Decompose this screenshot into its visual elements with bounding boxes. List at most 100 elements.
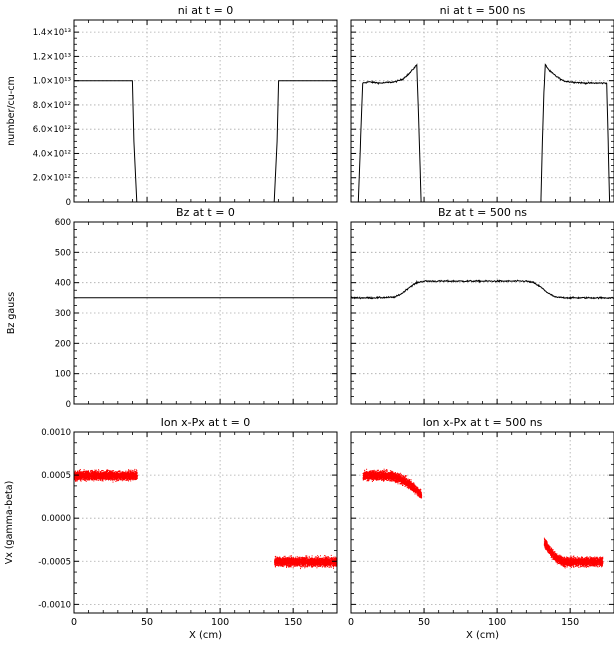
data-point: [306, 558, 308, 560]
data-point: [77, 475, 79, 477]
y-tick-label: 600: [55, 218, 71, 228]
data-point: [92, 474, 94, 476]
data-point: [324, 562, 326, 564]
data-point: [106, 469, 107, 471]
data-point: [76, 475, 78, 477]
data-point: [109, 473, 110, 475]
data-point: [78, 478, 80, 480]
data-point: [95, 470, 97, 472]
data-point: [115, 478, 117, 480]
data-point: [100, 474, 102, 476]
data-point: [92, 479, 94, 481]
data-point: [102, 475, 104, 476]
data-point: [114, 477, 116, 478]
data-point: [94, 475, 96, 476]
data-point: [130, 475, 132, 477]
data-point: [126, 474, 128, 476]
data-point: [112, 479, 113, 481]
data-point: [135, 472, 137, 474]
data-point: [85, 471, 87, 473]
data-point: [320, 557, 322, 559]
y-tick-label: 1.2×10¹³: [33, 52, 71, 62]
data-point: [80, 469, 81, 471]
data-point: [83, 469, 85, 471]
y-tick-label: 400: [55, 279, 71, 289]
data-point: [74, 477, 76, 479]
data-point: [83, 472, 85, 474]
data-point: [126, 477, 128, 479]
panel-title: ni at t = 0: [178, 4, 234, 17]
data-point: [125, 479, 127, 481]
data-point: [94, 478, 96, 480]
data-point: [300, 565, 302, 567]
data-point: [128, 477, 130, 479]
data-point: [120, 476, 122, 478]
data-point: [314, 564, 316, 566]
data-point: [119, 476, 121, 478]
data-point: [75, 475, 77, 477]
data-point: [295, 563, 297, 565]
data-point: [126, 475, 128, 477]
panel-title: Bz at t = 500 ns: [438, 206, 527, 219]
data-point: [83, 474, 85, 476]
data-point: [84, 472, 86, 474]
data-point: [292, 563, 294, 565]
data-point: [283, 566, 285, 568]
series-line: [540, 63, 611, 202]
data-point: [311, 557, 313, 559]
data-point: [81, 474, 83, 476]
data-point: [115, 481, 117, 482]
data-point: [300, 568, 301, 570]
data-point: [128, 476, 130, 478]
data-point: [306, 555, 308, 557]
data-point: [127, 472, 128, 473]
data-point: [285, 557, 287, 559]
data-point: [105, 475, 107, 477]
data-point: [136, 476, 138, 478]
data-point: [283, 558, 285, 560]
data-point: [82, 475, 84, 477]
data-point: [331, 559, 333, 561]
y-tick-label: 300: [55, 309, 71, 319]
panel-title: ni at t = 500 ns: [440, 4, 526, 17]
data-point: [306, 566, 308, 568]
data-point: [113, 476, 115, 478]
data-point: [100, 478, 102, 480]
axes-frame: [73, 221, 338, 405]
data-point: [105, 479, 107, 480]
y-tick-label: 200: [55, 339, 71, 349]
data-point: [77, 471, 78, 473]
data-point: [311, 566, 313, 568]
data-point: [110, 475, 112, 477]
data-point: [86, 473, 88, 475]
data-point: [121, 471, 123, 473]
data-point: [118, 473, 120, 475]
data-point: [83, 478, 85, 480]
data-point: [101, 475, 103, 477]
data-point: [95, 475, 97, 477]
data-point: [325, 555, 327, 557]
y-tick-label: 1.0×10¹³: [33, 77, 71, 87]
data-point: [98, 476, 100, 478]
data-point: [82, 476, 84, 477]
data-point: [110, 474, 112, 476]
data-point: [106, 472, 108, 474]
data-point: [84, 477, 86, 479]
y-tick-label: 100: [55, 370, 71, 380]
data-point: [111, 478, 113, 480]
data-point: [133, 476, 135, 478]
data-point: [102, 474, 104, 476]
data-point: [79, 471, 81, 473]
data-point: [85, 474, 86, 476]
plot-area: [351, 279, 614, 300]
data-point: [84, 478, 86, 480]
data-point: [298, 563, 300, 565]
data-point: [83, 475, 85, 477]
data-point: [98, 469, 100, 471]
data-point: [126, 478, 128, 480]
data-point: [117, 478, 119, 480]
data-point: [97, 473, 99, 475]
data-point: [131, 477, 133, 479]
data-point: [92, 478, 94, 480]
